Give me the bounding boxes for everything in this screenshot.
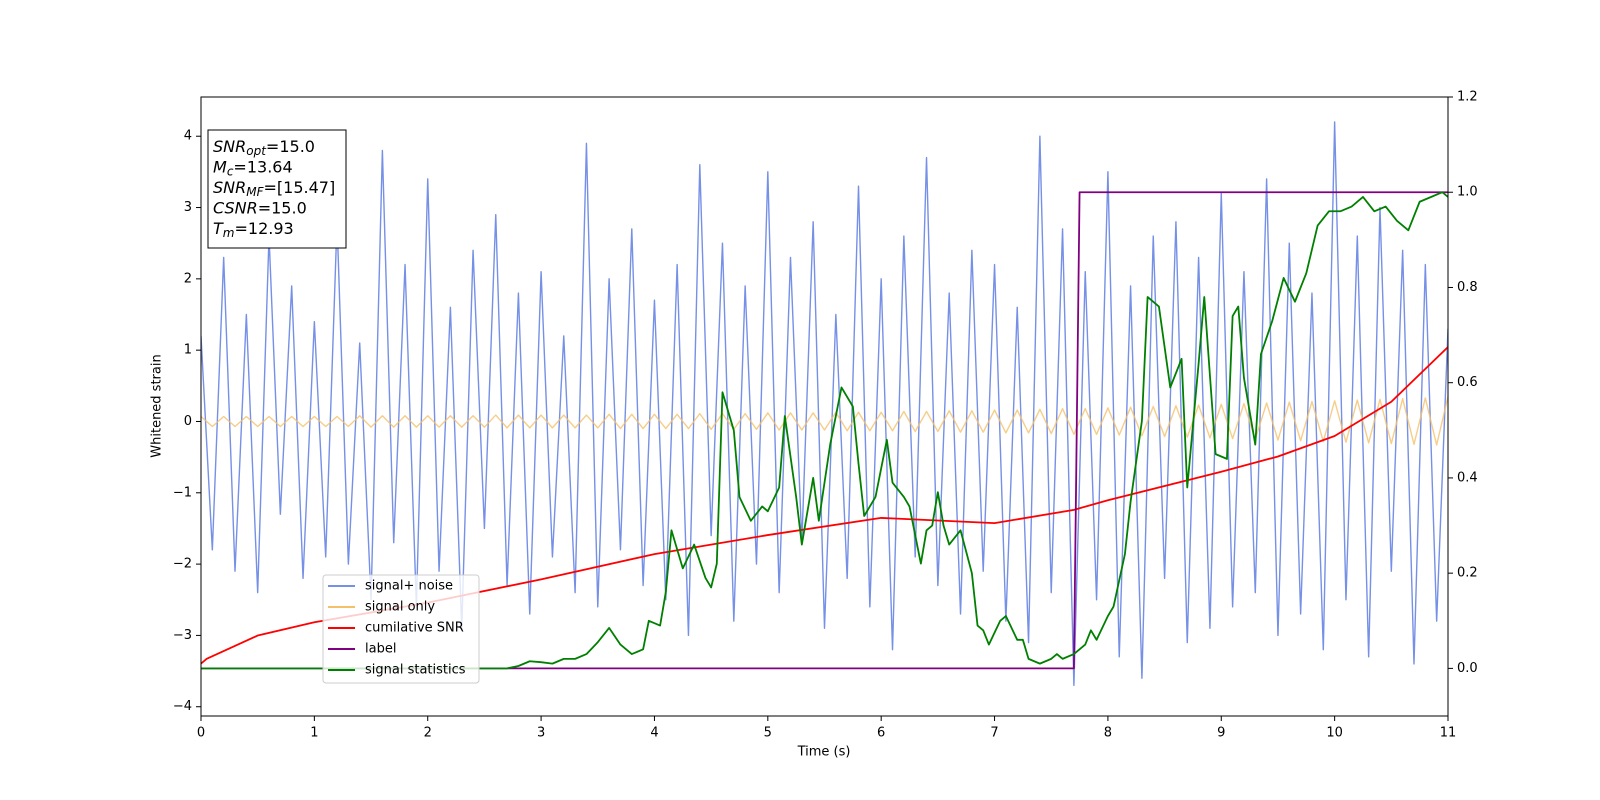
annotation-symbol: T: [213, 219, 224, 238]
x-axis-label: Time (s): [797, 745, 851, 760]
x-tick-label: 0: [197, 726, 205, 741]
annotation-value: =[15.47]: [264, 178, 336, 197]
y-tick-label: 2: [184, 271, 192, 286]
series-line: [201, 121, 1448, 687]
annotation-box: [207, 129, 347, 249]
annotation-value: =15.0: [266, 137, 315, 156]
x-tick-label: 9: [1217, 726, 1225, 741]
x-tick-label: 10: [1326, 726, 1343, 741]
annotation-symbol: M: [213, 157, 227, 176]
annotation-symbol: SNR: [213, 137, 246, 156]
annotation-value: =13.64: [233, 157, 292, 176]
legend-label: signal only: [365, 600, 435, 615]
y2-tick-label: 1.0: [1457, 185, 1478, 200]
series-line: [201, 191, 1448, 670]
y2-tick-label: 0.0: [1457, 661, 1478, 676]
y-axis-label: Whitened strain: [150, 354, 165, 457]
legend-label: cumilative SNR: [365, 621, 464, 636]
annotation-symbol: CSNR: [213, 198, 258, 217]
y-tick-label: −2: [173, 557, 192, 572]
x-tick-label: 3: [537, 726, 545, 741]
x-tick-label: 5: [764, 726, 772, 741]
y2-tick-label: 1.2: [1457, 90, 1478, 105]
x-tick-label: 8: [1104, 726, 1112, 741]
annotation: Mc=13.64: [213, 157, 293, 178]
annotation-value: =15.0: [258, 198, 307, 217]
y-tick-label: −4: [173, 699, 192, 714]
x-tick-label: 6: [877, 726, 885, 741]
legend-box: [322, 574, 480, 684]
y2-tick-label: 0.8: [1457, 280, 1478, 295]
x-tick-label: 7: [990, 726, 998, 741]
legend-label: label: [365, 642, 396, 657]
y-tick-label: 4: [184, 129, 192, 144]
series-line: [201, 191, 1448, 670]
y2-tick-label: 0.6: [1457, 375, 1478, 390]
annotation-subscript: MF: [246, 185, 264, 199]
legend-label: signal statistics: [365, 663, 466, 678]
annotation-subscript: opt: [246, 144, 267, 158]
y-tick-label: 0: [184, 414, 192, 429]
plot-frame: [200, 96, 1449, 717]
annotation: SNRopt=15.0: [213, 137, 315, 158]
x-tick-label: 4: [650, 726, 658, 741]
annotation-subscript: c: [227, 164, 234, 178]
annotation-value: =12.93: [234, 219, 293, 238]
annotation: Tm=12.93: [213, 219, 294, 240]
series-line: [201, 346, 1448, 665]
x-tick-label: 2: [424, 726, 432, 741]
y-tick-label: 1: [184, 343, 192, 358]
annotation-subscript: m: [223, 226, 235, 240]
y2-tick-label: 0.2: [1457, 566, 1478, 581]
annotation: SNRMF=[15.47]: [213, 178, 335, 199]
y-tick-label: −3: [173, 628, 192, 643]
y2-tick-label: 0.4: [1457, 470, 1478, 485]
annotation-symbol: SNR: [213, 178, 246, 197]
annotation: CSNR=15.0: [213, 198, 307, 217]
y-tick-label: 3: [184, 200, 192, 215]
series-line: [201, 396, 1448, 446]
x-tick-label: 11: [1440, 726, 1457, 741]
legend-label: signal+ noise: [365, 579, 453, 594]
y-tick-label: −1: [173, 485, 192, 500]
x-tick-label: 1: [310, 726, 318, 741]
